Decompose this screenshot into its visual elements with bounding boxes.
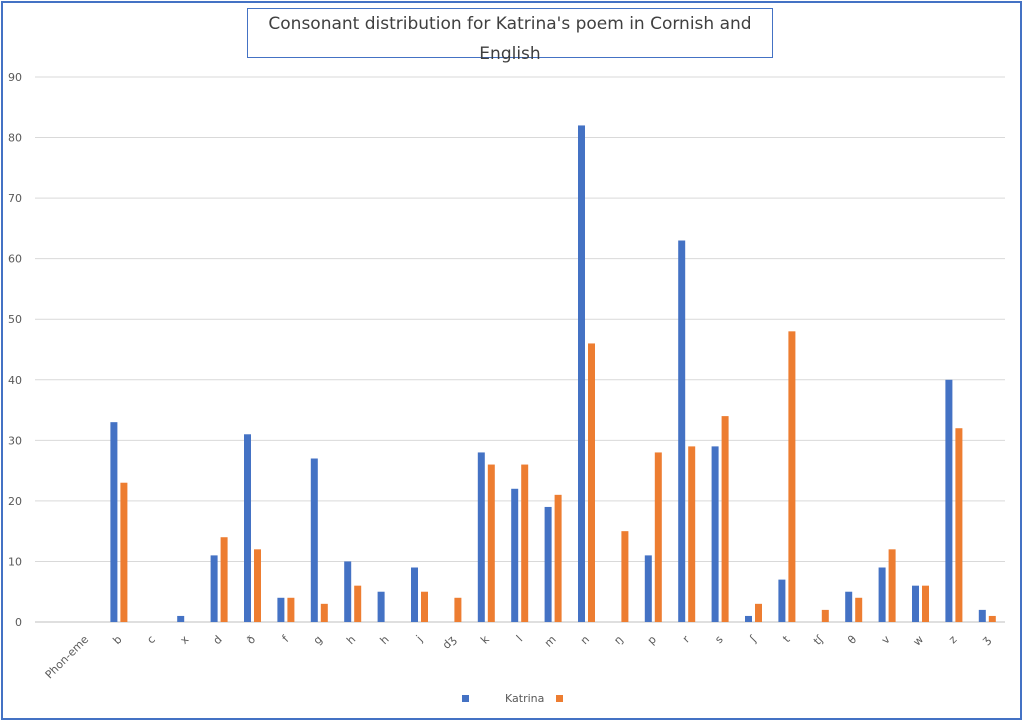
bar-series-1 (578, 125, 585, 622)
bar-series-1 (244, 434, 251, 622)
x-tick-label: w (911, 633, 927, 649)
bar-katrina (220, 537, 228, 622)
bar-series-1 (411, 567, 418, 622)
y-tick-label: 10 (8, 555, 22, 568)
y-tick-label: 60 (8, 253, 22, 266)
y-tick-label: 90 (8, 71, 22, 84)
bar-series-1 (477, 452, 485, 622)
legend: Katrina (462, 692, 564, 705)
x-tick-label: h (344, 633, 358, 647)
y-tick-label: 50 (8, 313, 22, 326)
bar-series-1 (344, 561, 352, 622)
x-tick-label: c (144, 633, 157, 646)
x-tick-label: m (542, 633, 559, 650)
bar-series-1 (310, 458, 318, 622)
bar-katrina (421, 591, 428, 622)
bar-katrina (521, 464, 529, 622)
bar-series-1 (711, 446, 719, 622)
bar-katrina (955, 428, 963, 622)
bar-katrina (554, 494, 562, 622)
x-tick-label: d (211, 633, 225, 647)
bar-katrina (988, 615, 996, 622)
x-tick-label: t (780, 632, 793, 645)
x-tick-label: s (712, 633, 725, 646)
legend-label-katrina: Katrina (505, 692, 545, 705)
bar-series-1 (678, 240, 686, 622)
bar-series-1 (845, 591, 853, 622)
bar-katrina (254, 549, 261, 622)
bar-series-1 (978, 609, 986, 622)
x-tick-label: Phon-eme (43, 633, 92, 682)
bar-katrina (821, 609, 829, 622)
bar-katrina (922, 585, 929, 622)
bar-series-1 (210, 555, 218, 622)
bar-katrina (688, 446, 696, 622)
x-tick-label: tʃ (811, 633, 826, 648)
bar-series-1 (177, 615, 185, 622)
bar-series-1 (778, 579, 786, 622)
bar-series-1 (945, 379, 953, 622)
bar-series-1 (110, 422, 118, 622)
chart-title: Consonant distribution for Katrina's poe… (247, 8, 773, 64)
bar-katrina (287, 597, 295, 622)
y-tick-label: 70 (8, 192, 22, 205)
y-tick-label: 40 (8, 374, 22, 387)
y-tick-label: 30 (8, 434, 22, 447)
bar-series-1 (745, 615, 752, 622)
bar-katrina (855, 597, 863, 622)
bar-katrina (621, 531, 629, 622)
bar-series-1 (912, 585, 919, 622)
x-tick-label: g (311, 633, 325, 647)
legend-swatch-katrina (556, 695, 564, 702)
x-tick-label: ŋ (611, 633, 625, 647)
bar-series-1 (644, 555, 652, 622)
x-tick-label: v (879, 633, 893, 647)
bar-katrina (588, 343, 595, 622)
x-tick-label: r (680, 633, 693, 646)
bar-series-1 (878, 567, 886, 622)
x-tick-label: z (946, 633, 959, 646)
x-tick-label: j (413, 633, 425, 645)
x-tick-label: l (514, 633, 525, 644)
x-tick-label: b (110, 633, 124, 647)
bar-katrina (354, 585, 362, 622)
bar-katrina (120, 482, 128, 622)
bar-katrina (320, 603, 328, 622)
legend-swatch-series-1 (462, 695, 469, 702)
bar-katrina (654, 452, 662, 622)
x-tick-label: ʃ (747, 633, 760, 646)
x-tick-label: θ (845, 633, 859, 647)
bar-series-1 (277, 597, 285, 622)
x-tick-label: dʒ (440, 633, 459, 652)
bar-katrina (721, 416, 729, 622)
y-tick-label: 80 (8, 132, 22, 145)
y-tick-label: 0 (15, 616, 22, 629)
x-tick-label: h (378, 633, 392, 647)
x-tick-label: p (645, 633, 659, 647)
bar-series-1 (377, 591, 385, 622)
bar-katrina (454, 597, 462, 622)
x-tick-label: ð (244, 633, 258, 647)
bar-katrina (788, 331, 796, 622)
bar-series-1 (511, 488, 519, 622)
x-tick-label: k (478, 632, 492, 646)
x-tick-label: ʒ (979, 633, 993, 647)
bar-katrina (487, 464, 495, 622)
x-tick-label: f (280, 632, 293, 645)
x-tick-label: x (178, 633, 192, 647)
bar-katrina (755, 603, 762, 622)
x-tick-label: n (578, 633, 592, 647)
bar-series-1 (544, 506, 552, 622)
y-tick-label: 20 (8, 495, 22, 508)
bar-katrina (888, 549, 896, 622)
